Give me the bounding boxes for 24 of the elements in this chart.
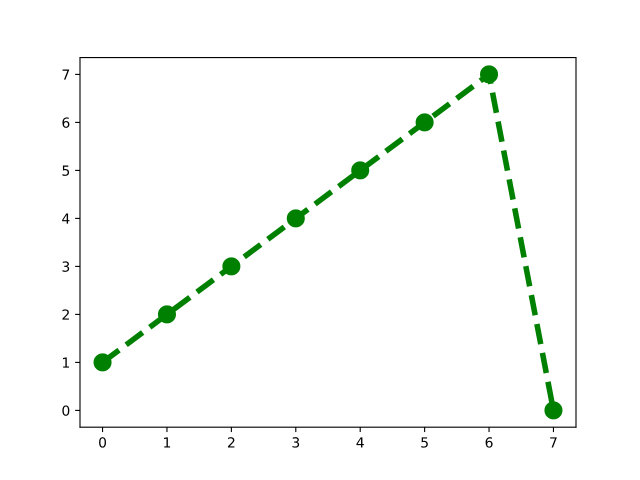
x-tick-label: 4	[356, 437, 364, 448]
y-tick-label: 7	[62, 70, 70, 80]
y-tick-label: 3	[62, 261, 70, 272]
x-tick-label: 5	[421, 437, 428, 448]
point	[416, 113, 434, 132]
x-tick-label: 6	[486, 437, 493, 448]
y-tick-label: 2	[62, 309, 69, 320]
x-tick-label: 1	[164, 437, 170, 448]
y-tick-label: 0	[62, 405, 70, 416]
point	[480, 65, 498, 84]
x-tick-label: 3	[292, 437, 300, 448]
point	[222, 257, 240, 276]
x-tick-label: 7	[550, 437, 557, 448]
point	[544, 401, 562, 420]
x-tick-label: 0	[99, 437, 106, 448]
y-tick-label: 1	[62, 358, 69, 368]
y-tick-label: 4	[62, 214, 70, 224]
x-tick-label: 2	[228, 437, 234, 448]
point	[158, 305, 176, 324]
y-tick-label: 6	[62, 117, 70, 128]
point	[286, 209, 305, 228]
point	[351, 161, 370, 180]
point	[94, 353, 112, 372]
y-tick-label: 5	[62, 166, 70, 176]
